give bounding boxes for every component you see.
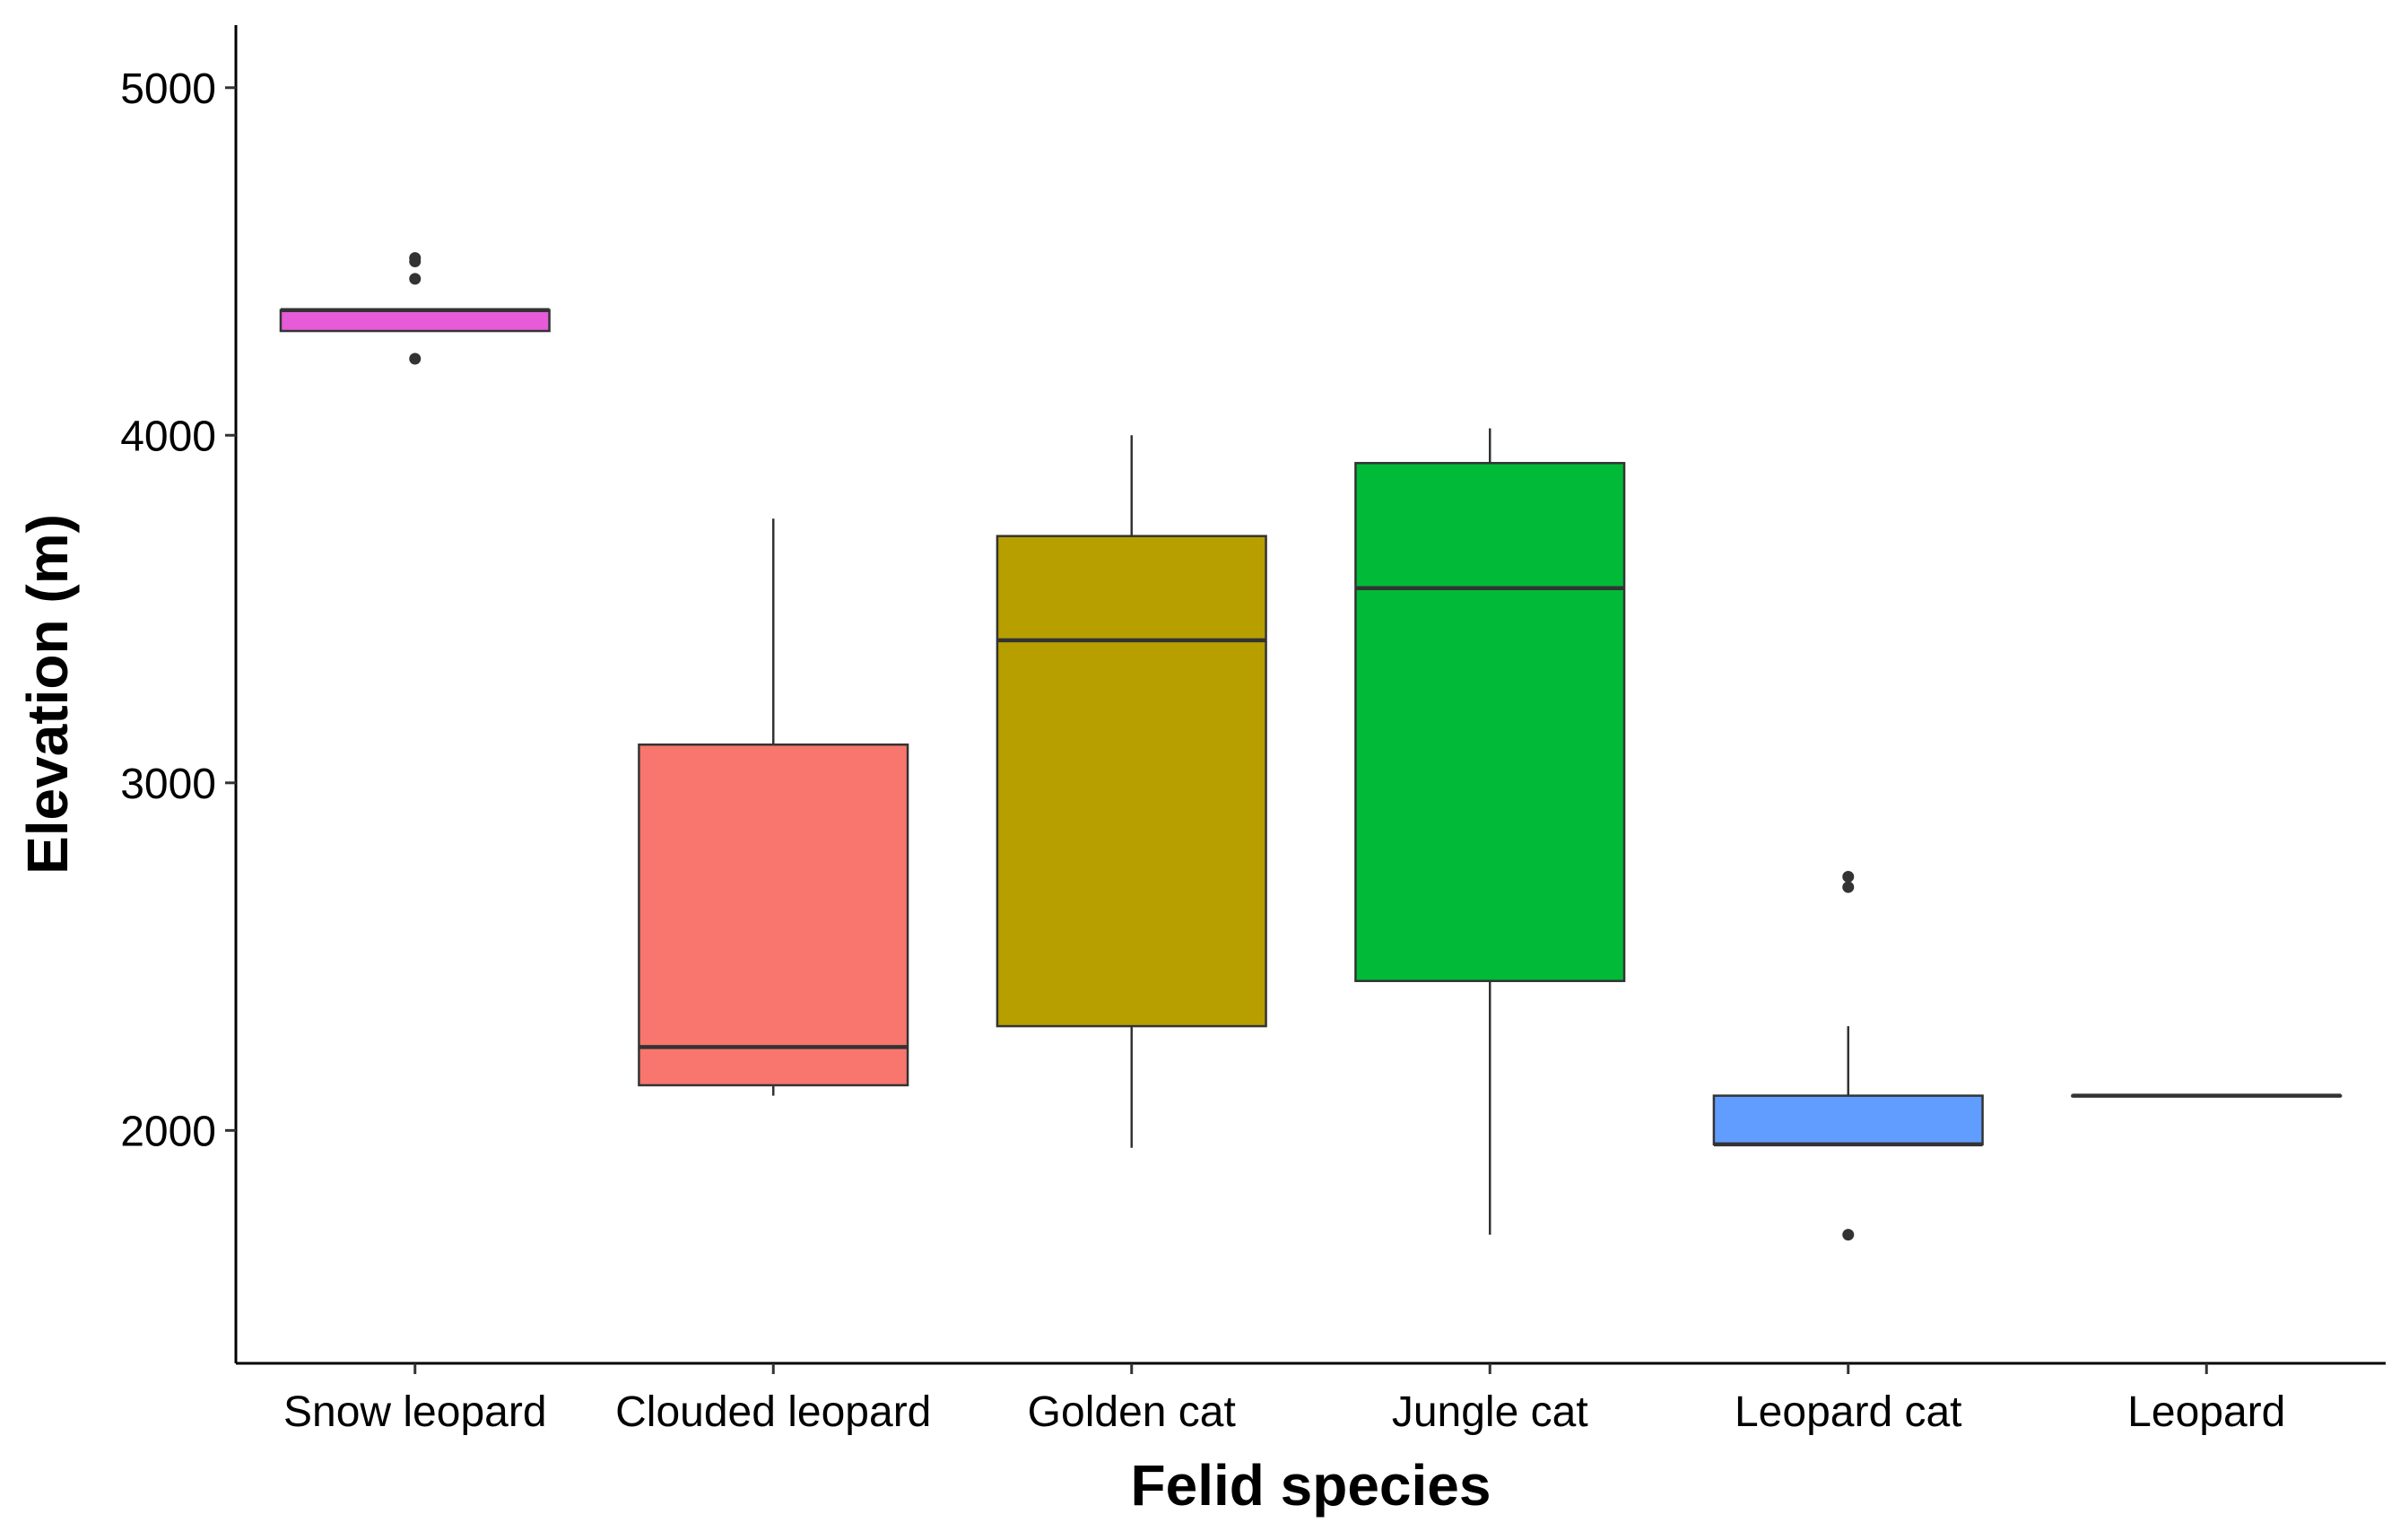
box-group-golden-cat — [996, 435, 1267, 1148]
y-axis-ticks: 2000 3000 4000 5000 — [120, 65, 236, 1155]
x-tick-label: Golden cat — [1028, 1388, 1236, 1436]
y-tick-label: 3000 — [120, 761, 216, 808]
x-tick-label: Leopard cat — [1735, 1388, 1962, 1436]
x-tick-label: Snow leopard — [283, 1388, 547, 1436]
plot-area — [279, 252, 2343, 1241]
x-tick-label: Jungle cat — [1392, 1388, 1588, 1436]
box-group-jungle-cat — [1354, 428, 1626, 1235]
box-group-clouded-leopard — [638, 518, 909, 1096]
box-group-leopard — [2071, 1093, 2343, 1098]
outlier-point — [409, 273, 422, 285]
box — [1712, 1094, 1984, 1146]
y-tick-label: 4000 — [120, 413, 216, 460]
outlier-point — [1842, 1229, 1855, 1241]
outlier-point — [1842, 881, 1855, 893]
x-tick-label: Leopard — [2127, 1388, 2285, 1436]
x-axis-title: Felid species — [1131, 1453, 1491, 1518]
box — [996, 535, 1267, 1028]
box — [279, 309, 551, 333]
y-axis-title: Elevation (m) — [15, 514, 80, 874]
box-group-leopard-cat — [1712, 870, 1984, 1241]
outlier-point — [1842, 870, 1855, 883]
y-tick-label: 5000 — [120, 65, 216, 113]
x-tick-label: Clouded leopard — [615, 1388, 931, 1436]
outlier-point — [409, 252, 422, 265]
y-tick-label: 2000 — [120, 1108, 216, 1155]
box-group-snow-leopard — [279, 252, 551, 365]
outlier-point — [409, 352, 422, 365]
box — [1354, 462, 1626, 982]
x-axis-ticks: Snow leopard Clouded leopard Golden cat Jun… — [283, 1363, 2285, 1436]
box — [638, 743, 909, 1087]
